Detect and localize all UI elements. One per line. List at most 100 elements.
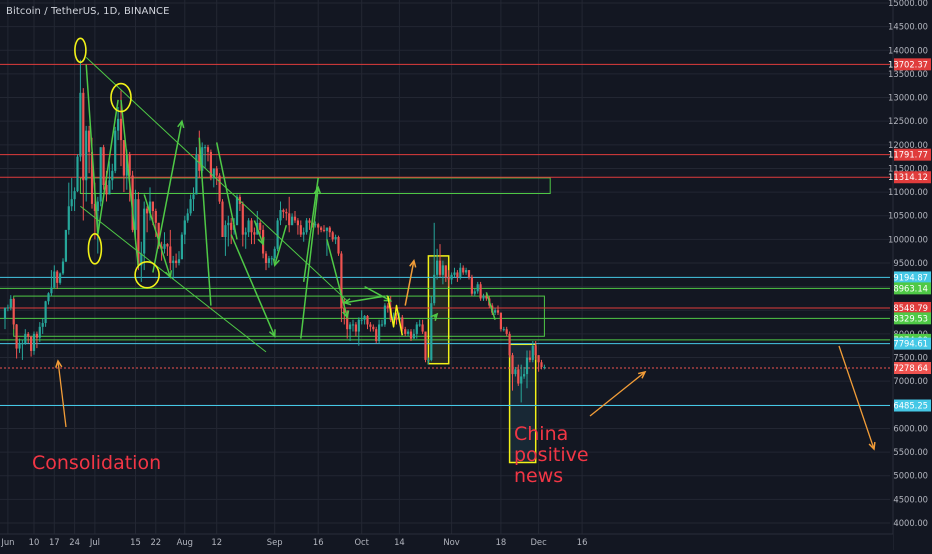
candle[interactable] <box>340 251 343 323</box>
candle[interactable] <box>450 272 453 285</box>
candle[interactable] <box>241 201 244 247</box>
price-line-label[interactable]: 7278.64 <box>893 362 931 375</box>
price-line-label[interactable]: 7794.61 <box>893 337 931 350</box>
price-line-label[interactable]: 6485.25 <box>893 399 931 412</box>
candle[interactable] <box>479 281 482 301</box>
candle[interactable] <box>177 251 181 266</box>
candle[interactable] <box>496 305 500 315</box>
arrow-up-1[interactable] <box>152 121 183 273</box>
candle[interactable] <box>21 339 24 360</box>
candle[interactable] <box>276 218 279 252</box>
candle[interactable] <box>64 229 67 263</box>
yellow-wave[interactable] <box>387 295 404 336</box>
candle[interactable] <box>218 173 221 204</box>
candle[interactable] <box>421 319 424 334</box>
candle[interactable] <box>383 303 386 327</box>
candle[interactable] <box>349 322 352 341</box>
zone-target-drop[interactable] <box>508 343 537 464</box>
candle[interactable] <box>392 312 395 323</box>
candle[interactable] <box>537 355 540 372</box>
swing-line-4[interactable] <box>215 142 238 240</box>
candle[interactable] <box>282 208 285 219</box>
pivot-circle-3[interactable] <box>87 233 103 265</box>
candle[interactable] <box>380 319 384 327</box>
candle[interactable] <box>76 154 79 193</box>
candle[interactable] <box>9 295 12 311</box>
candle[interactable] <box>270 255 273 266</box>
candle[interactable] <box>172 255 175 280</box>
candle[interactable] <box>59 272 62 285</box>
swing-line-5[interactable] <box>302 177 319 283</box>
candle[interactable] <box>70 177 73 211</box>
candle[interactable] <box>192 187 195 211</box>
arrow-down-1[interactable] <box>143 194 172 278</box>
candle[interactable] <box>67 182 70 235</box>
candle[interactable] <box>473 289 476 297</box>
candle[interactable] <box>291 213 294 226</box>
candle[interactable] <box>375 326 378 344</box>
price-line-label[interactable]: 9194.87 <box>893 271 931 284</box>
candles-layer[interactable] <box>3 59 546 403</box>
candle[interactable] <box>82 88 85 221</box>
candle[interactable] <box>363 315 366 325</box>
arrow-target-down[interactable] <box>838 345 875 450</box>
price-line-label[interactable]: 8548.79 <box>893 301 931 314</box>
candle[interactable] <box>235 194 239 226</box>
candle[interactable] <box>540 359 543 370</box>
swing-line-2[interactable] <box>120 99 140 268</box>
arrow-down-3[interactable] <box>253 220 264 245</box>
candle[interactable] <box>482 293 485 301</box>
candle[interactable] <box>209 149 212 181</box>
candle[interactable] <box>453 267 456 278</box>
candle[interactable] <box>259 220 262 235</box>
candle[interactable] <box>395 312 398 325</box>
arrow-right-oct[interactable] <box>364 285 392 302</box>
candle[interactable] <box>47 292 50 305</box>
candle[interactable] <box>102 144 105 190</box>
candle[interactable] <box>111 163 114 190</box>
arrow-china-news[interactable] <box>589 371 646 417</box>
candle[interactable] <box>186 208 189 223</box>
candle[interactable] <box>27 332 30 344</box>
candle[interactable] <box>50 270 53 297</box>
candle[interactable] <box>372 324 375 332</box>
candle[interactable] <box>221 199 224 237</box>
x-axis[interactable]: Jun 10 17 24 Jul 15 22 Aug 12 Sep 16 Oct 14 Nov 18 Dec 1… <box>0 533 893 550</box>
arrow-down-5[interactable] <box>326 239 348 318</box>
candle[interactable] <box>415 322 418 339</box>
candle[interactable] <box>183 215 186 245</box>
candle[interactable] <box>212 168 215 188</box>
candle[interactable] <box>56 270 59 289</box>
candle[interactable] <box>201 142 204 174</box>
candle[interactable] <box>328 226 331 237</box>
candle[interactable] <box>508 331 511 358</box>
y-axis[interactable]: 4000.004500.005000.005500.006000.006500.… <box>888 0 932 550</box>
candle[interactable] <box>146 206 149 233</box>
price-line-label[interactable]: 11791.77 <box>888 148 931 161</box>
candle[interactable] <box>462 265 465 275</box>
candle[interactable] <box>505 326 508 337</box>
candle[interactable] <box>525 350 529 389</box>
candle[interactable] <box>436 248 439 280</box>
candle[interactable] <box>273 246 276 261</box>
candle[interactable] <box>189 194 192 216</box>
candle[interactable] <box>334 234 337 245</box>
arrow-consolidation[interactable] <box>57 360 67 428</box>
candle[interactable] <box>296 218 299 235</box>
candle[interactable] <box>354 322 357 337</box>
candle[interactable] <box>175 253 178 268</box>
candle[interactable] <box>523 367 526 379</box>
candle[interactable] <box>317 222 320 235</box>
price-line-label[interactable]: 8963.14 <box>893 282 931 295</box>
candle[interactable] <box>79 59 82 162</box>
candle[interactable] <box>195 147 198 195</box>
candle[interactable] <box>41 318 44 334</box>
candle[interactable] <box>528 350 531 363</box>
candle[interactable] <box>53 265 56 289</box>
candle[interactable] <box>517 364 520 386</box>
candle[interactable] <box>117 107 120 141</box>
price-line-label[interactable]: 11314.12 <box>888 171 931 184</box>
candle[interactable] <box>143 201 146 271</box>
candle[interactable] <box>215 166 218 185</box>
candle[interactable] <box>88 125 91 174</box>
